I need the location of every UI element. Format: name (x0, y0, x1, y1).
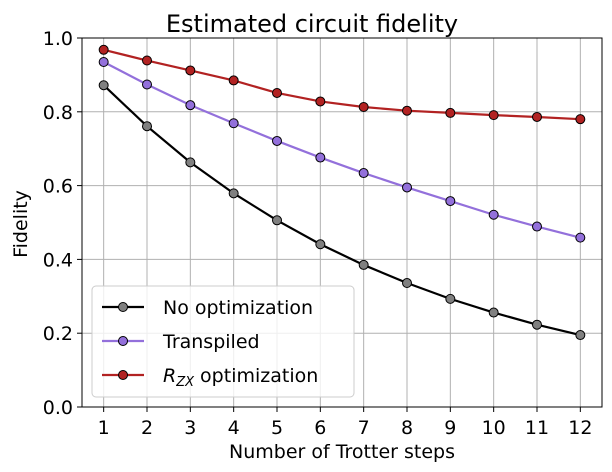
legend-marker (118, 302, 128, 312)
legend-entry: No optimization (102, 297, 313, 319)
data-point (272, 215, 282, 226)
x-tick-label: 5 (271, 417, 283, 439)
data-point (445, 196, 456, 207)
data-point (488, 209, 499, 220)
data-point (228, 118, 239, 129)
x-tick-label: 4 (228, 417, 240, 439)
y-tick-label: 0.0 (43, 397, 73, 419)
y-tick-label: 0.2 (43, 323, 73, 345)
legend-marker (118, 336, 128, 346)
x-tick-label: 1 (98, 417, 110, 439)
x-axis-label: Number of Trotter steps (229, 441, 455, 463)
x-tick-label: 6 (314, 417, 326, 439)
data-point (228, 188, 239, 199)
x-tick-label: 8 (401, 417, 413, 439)
legend-label: Transpiled (162, 331, 260, 353)
series-line (103, 61, 581, 239)
data-point (142, 121, 152, 132)
x-tick-label: 3 (184, 417, 196, 439)
x-tick-label: 9 (444, 417, 456, 439)
series-2 (98, 56, 586, 243)
y-tick-label: 0.6 (43, 176, 73, 198)
data-point (98, 80, 109, 91)
data-point (315, 96, 326, 107)
data-point (488, 110, 499, 121)
x-tick-label: 10 (482, 417, 506, 439)
legend-entry: Transpiled (102, 331, 260, 353)
data-point (488, 307, 499, 318)
x-tick-label: 12 (568, 417, 592, 439)
data-point (575, 330, 586, 341)
legend-items: No optimization Transpiled RZX optimizatio… (102, 297, 318, 390)
data-point (358, 259, 369, 270)
legend-label: No optimization (163, 297, 313, 319)
x-tick-labels: 1 2 3 4 5 6 7 8 9 10 11 12 (98, 407, 592, 439)
series-line (102, 84, 581, 337)
y-axis-label: Fidelity (10, 190, 32, 258)
data-point (315, 152, 326, 163)
y-tick-label: 0.4 (43, 249, 73, 271)
x-tick-label: 2 (141, 417, 153, 439)
data-point (315, 239, 326, 250)
x-tick-label: 11 (525, 417, 549, 439)
chart-title: Estimated circuit fidelity (166, 10, 458, 38)
y-tick-label: 0.8 (43, 102, 73, 124)
legend-box (91, 285, 355, 398)
data-point (445, 107, 456, 118)
plot-frame (81, 37, 603, 408)
data-point (575, 114, 586, 125)
series-1 (98, 80, 586, 341)
series-line (103, 48, 581, 121)
legend-label: RZX optimization (163, 365, 318, 390)
data-point (532, 319, 542, 330)
series-3 (98, 44, 586, 125)
data-point (402, 182, 412, 193)
data-point (358, 168, 369, 179)
data-point (532, 111, 542, 122)
data-point (575, 232, 586, 243)
data-point (272, 87, 282, 98)
legend: No optimization Transpiled RZX optimizatio… (91, 285, 355, 398)
data-point (185, 157, 196, 168)
data-point (228, 75, 239, 86)
data-point (445, 293, 456, 304)
data-point (532, 221, 542, 232)
legend-entry: RZX optimization (102, 365, 318, 390)
data-point (358, 102, 369, 113)
data-point (98, 44, 109, 55)
data-point (402, 278, 412, 289)
x-tick-label: 7 (358, 417, 370, 439)
data-point (185, 100, 196, 111)
y-tick-labels: 0.0 0.2 0.4 0.6 0.8 1.0 (43, 28, 82, 419)
data-point (98, 56, 109, 67)
data-point (272, 135, 282, 146)
data-point (142, 79, 152, 90)
data-point (402, 105, 412, 116)
y-tick-label: 1.0 (43, 28, 73, 50)
series-group (98, 44, 586, 341)
legend-marker (118, 370, 128, 380)
data-point (185, 65, 196, 76)
data-point (142, 55, 152, 66)
